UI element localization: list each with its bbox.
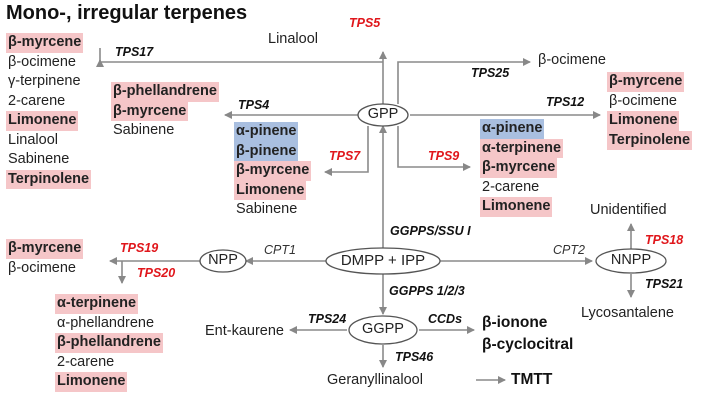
- product-item: γ-terpinene: [8, 73, 81, 89]
- enzyme-tps17: TPS17: [115, 45, 154, 59]
- tmtt-node: TMTT: [511, 371, 553, 388]
- tps9-product-list: α-pinene α-terpinene β-myrcene 2-carene Limo…: [480, 119, 564, 217]
- enzyme-tps46: TPS46: [395, 350, 434, 364]
- nnpp-ellipse: [595, 248, 667, 274]
- page-title: Mono-, irregular terpenes: [6, 2, 248, 24]
- enzyme-tps18: TPS18: [645, 233, 684, 247]
- enzyme-tps24: TPS24: [308, 312, 347, 326]
- product-item: Terpinolene: [6, 169, 92, 189]
- gpp-ellipse: [357, 103, 409, 127]
- unidentified-node: Unidentified: [590, 202, 667, 218]
- product-item: β-myrcene: [6, 33, 84, 53]
- npp-ellipse: [199, 249, 247, 273]
- product-item: 2-carene: [482, 178, 540, 195]
- enzyme-tps7: TPS7: [329, 149, 361, 163]
- enzyme-cpt1: CPT1: [264, 243, 296, 257]
- gpp-label: GPP: [367, 106, 399, 122]
- enzyme-tps4: TPS4: [238, 98, 270, 112]
- product-item: β-phellandrene: [55, 333, 163, 353]
- beta-ionone-node: β-ionone: [482, 314, 548, 331]
- linalool-node: Linalool: [268, 31, 318, 47]
- enzyme-tps19: TPS19: [120, 241, 159, 255]
- tps20-product-list: α-terpinene α-phellandrene β-phellandrene 2…: [55, 294, 163, 392]
- npp-label: NPP: [208, 252, 238, 268]
- product-item: Sabinene: [236, 201, 298, 217]
- product-item: 2-carene: [8, 92, 66, 109]
- tps7-product-list: α-pinene β-pinene β-myrcene Limonene Sabinen…: [234, 122, 312, 220]
- nnpp-label: NNPP: [610, 252, 652, 268]
- enzyme-tps5: TPS5: [349, 16, 381, 30]
- product-item: β-myrcene: [111, 101, 189, 121]
- tps4-product-list: β-phellandrene β-myrcene Sabinene: [111, 82, 219, 141]
- product-item: β-phellandrene: [111, 82, 219, 102]
- dmpp-ipp-label: DMPP + IPP: [340, 252, 426, 269]
- product-item: α-phellandrene: [57, 314, 155, 331]
- arrow-gpp-to-tps7: [324, 126, 369, 176]
- dmpp-ipp-ellipse: [325, 247, 441, 275]
- arrow-gpp-to-tps9: [397, 126, 471, 171]
- product-item: β-ocimene: [8, 259, 76, 276]
- enzyme-tps21: TPS21: [645, 277, 684, 291]
- product-item: α-terpinene: [480, 138, 564, 158]
- product-item: Limonene: [480, 197, 553, 217]
- product-item: α-pinene: [234, 122, 299, 142]
- tps19-product-list: β-myrcene β-ocimene: [6, 239, 84, 278]
- product-item: Sabinene: [113, 122, 175, 138]
- product-item: Sabinene: [8, 151, 70, 167]
- enzyme-tps12: TPS12: [546, 95, 585, 109]
- enzyme-tps9: TPS9: [428, 149, 460, 163]
- enzyme-cpt2: CPT2: [553, 243, 585, 257]
- enzyme-ggpps-ssu: GGPPS/SSU I: [390, 224, 471, 238]
- product-item: 2-carene: [57, 353, 115, 370]
- product-item: α-pinene: [480, 119, 545, 139]
- tps12-product-list: β-myrcene β-ocimene Limonene Terpinolene: [607, 72, 693, 150]
- lycosantalene-node: Lycosantalene: [581, 305, 674, 321]
- enzyme-ggpps-123: GGPPS 1/2/3: [389, 284, 465, 298]
- tps17-product-list: β-myrcene β-ocimene γ-terpinene 2-carene Lim…: [6, 33, 92, 189]
- product-item: β-ocimene: [609, 92, 677, 109]
- geranyllinalool-node: Geranyllinalool: [327, 372, 423, 388]
- ggpp-ellipse: [348, 315, 418, 345]
- enzyme-ccds: CCDs: [428, 312, 463, 326]
- beta-cyclocitral-node: β-cyclocitral: [482, 336, 574, 353]
- product-item: Linalool: [8, 131, 58, 148]
- product-item: β-myrcene: [607, 72, 685, 92]
- product-item: Terpinolene: [607, 130, 693, 150]
- product-item: β-pinene: [234, 141, 299, 161]
- ggpp-label: GGPP: [362, 321, 404, 337]
- product-item: α-terpinene: [55, 294, 139, 314]
- arrow-gpp-to-ocimene: [397, 58, 531, 104]
- ent-kaurene-node: Ent-kaurene: [205, 323, 284, 339]
- product-item: β-myrcene: [234, 161, 312, 181]
- product-item: β-ocimene: [8, 53, 76, 70]
- product-item: Limonene: [234, 180, 307, 200]
- product-item: β-myrcene: [480, 158, 558, 178]
- product-item: β-myrcene: [6, 239, 84, 259]
- enzyme-tps25: TPS25: [471, 66, 510, 80]
- enzyme-tps20: TPS20: [137, 266, 176, 280]
- product-item: Limonene: [6, 111, 79, 131]
- product-item: Limonene: [607, 111, 680, 131]
- beta-ocimene-node: β-ocimene: [538, 52, 606, 68]
- product-item: Limonene: [55, 372, 128, 392]
